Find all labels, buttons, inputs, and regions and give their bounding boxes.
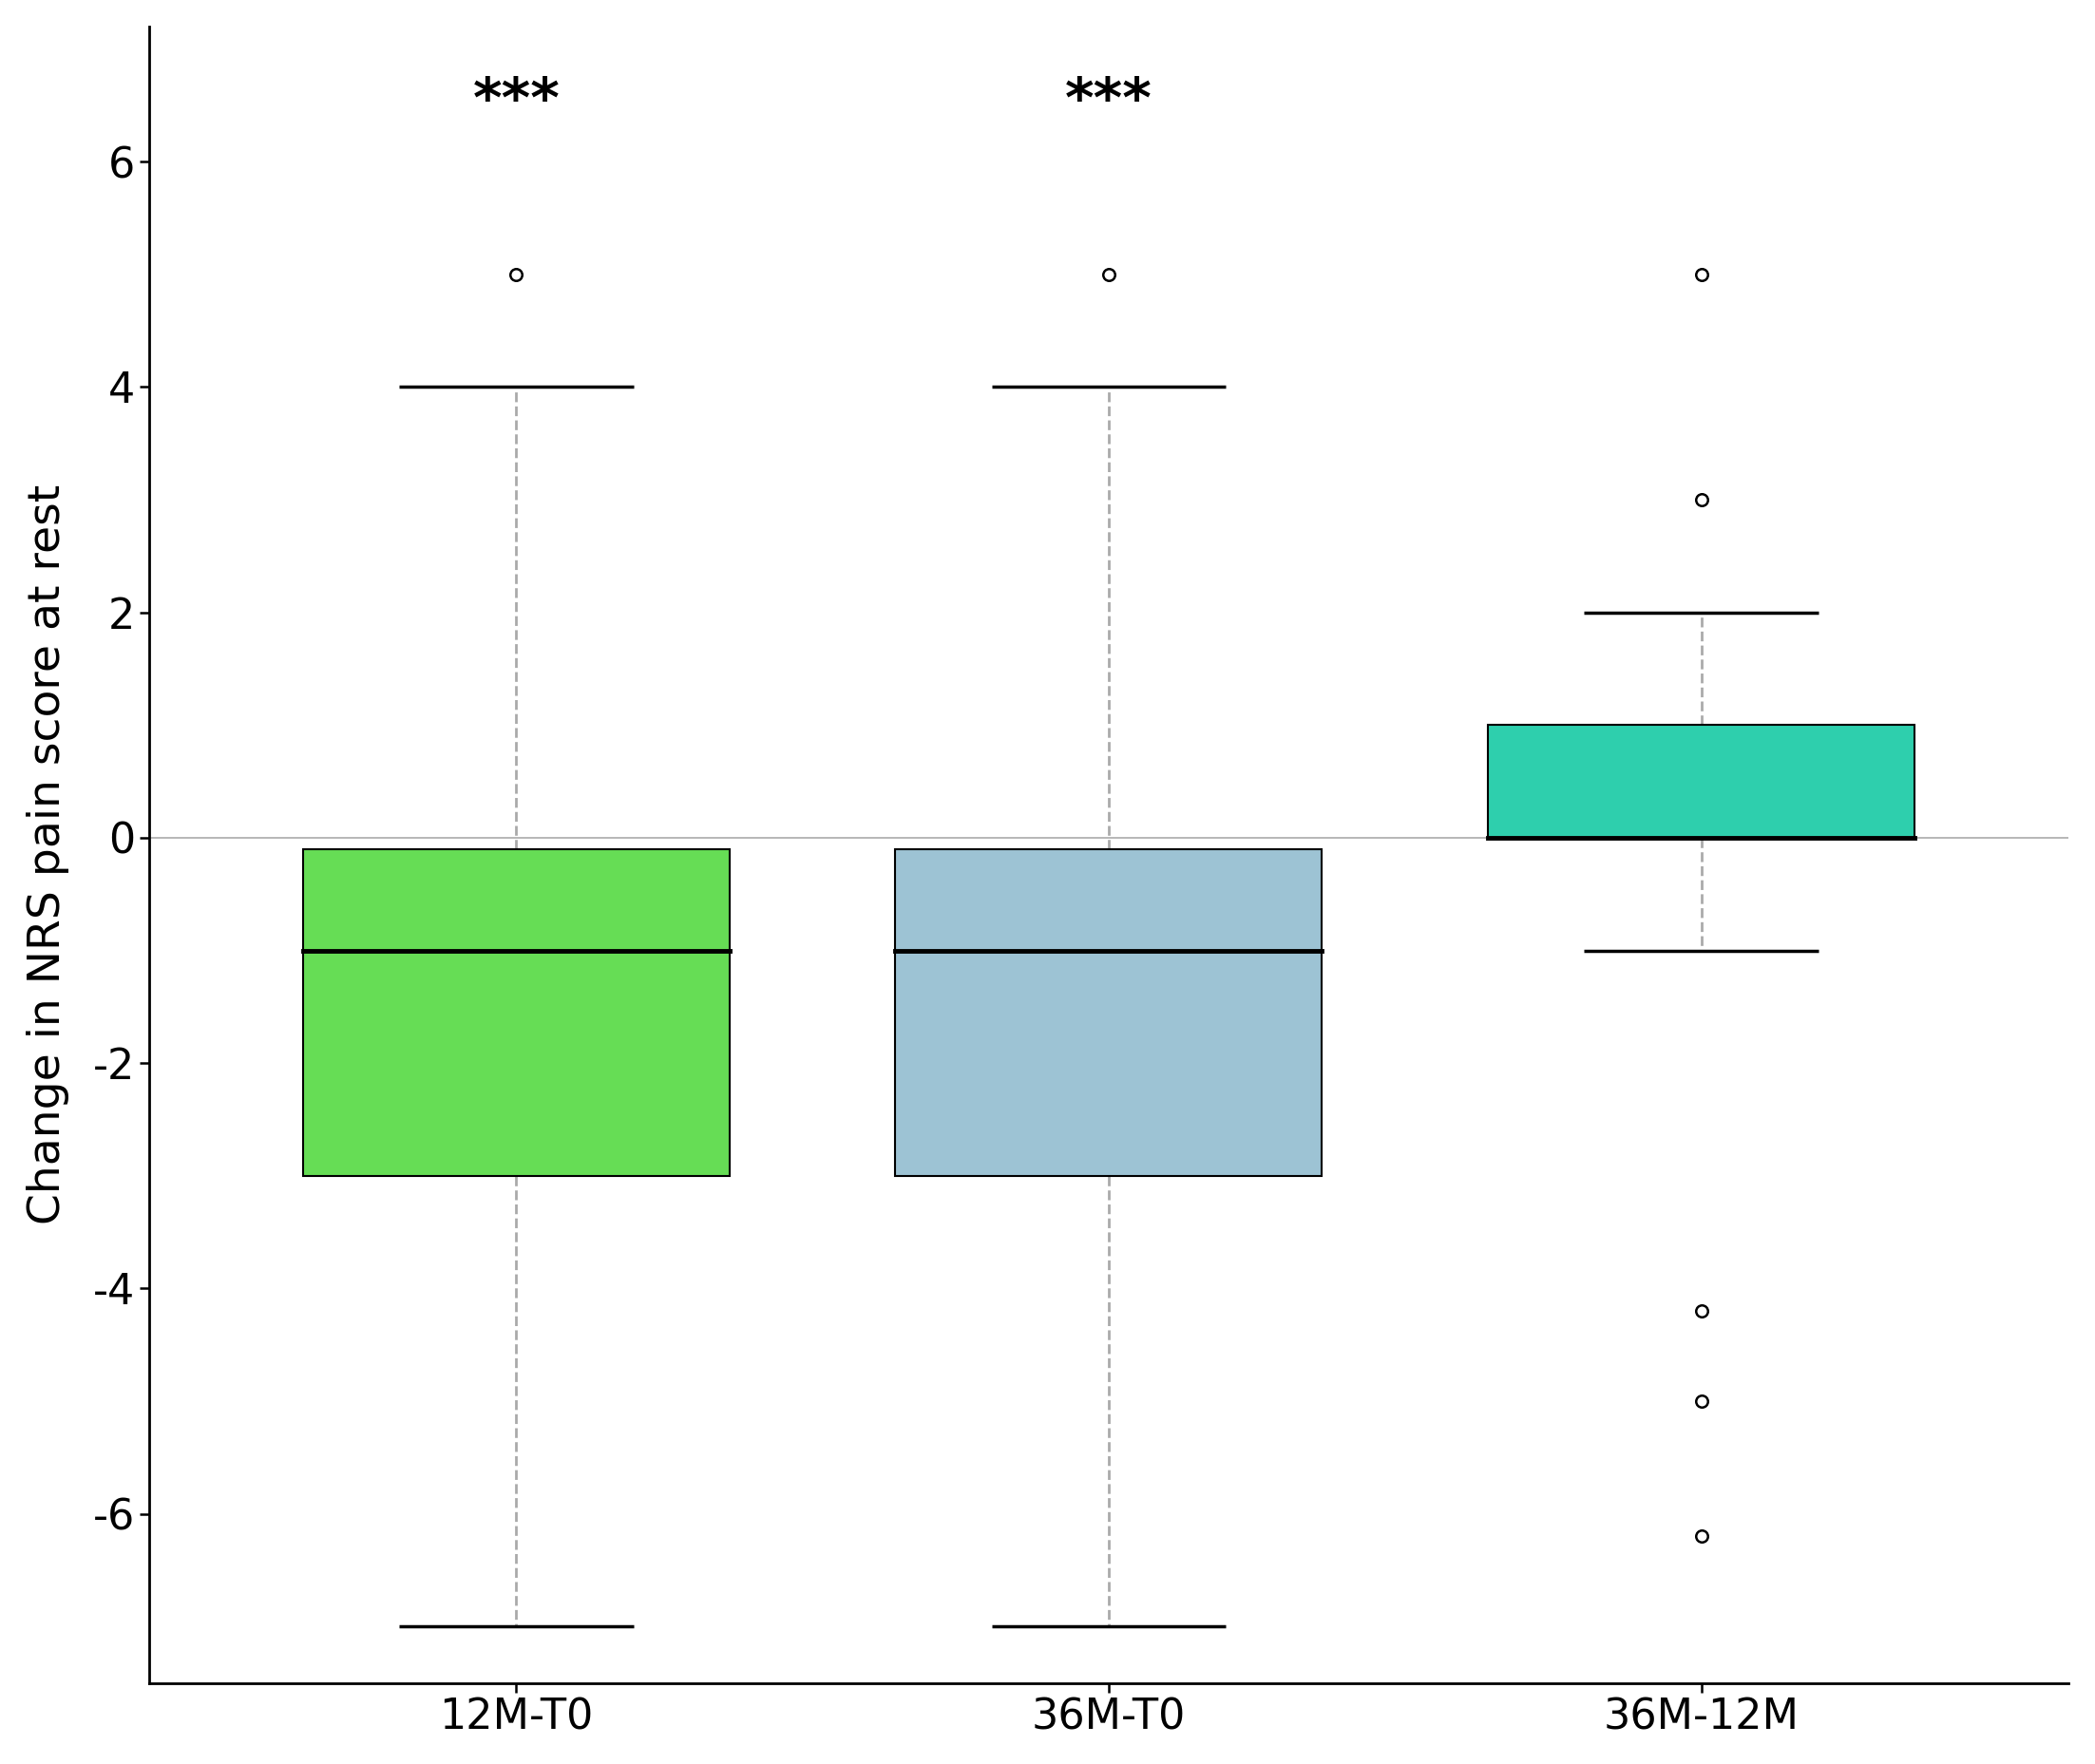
Text: ***: ***	[1064, 74, 1152, 127]
Text: ***: ***	[473, 74, 559, 127]
Bar	[895, 848, 1322, 1177]
Y-axis label: Change in NRS pain score at rest: Change in NRS pain score at rest	[27, 485, 69, 1224]
Bar	[1487, 725, 1915, 838]
Bar	[304, 848, 729, 1177]
